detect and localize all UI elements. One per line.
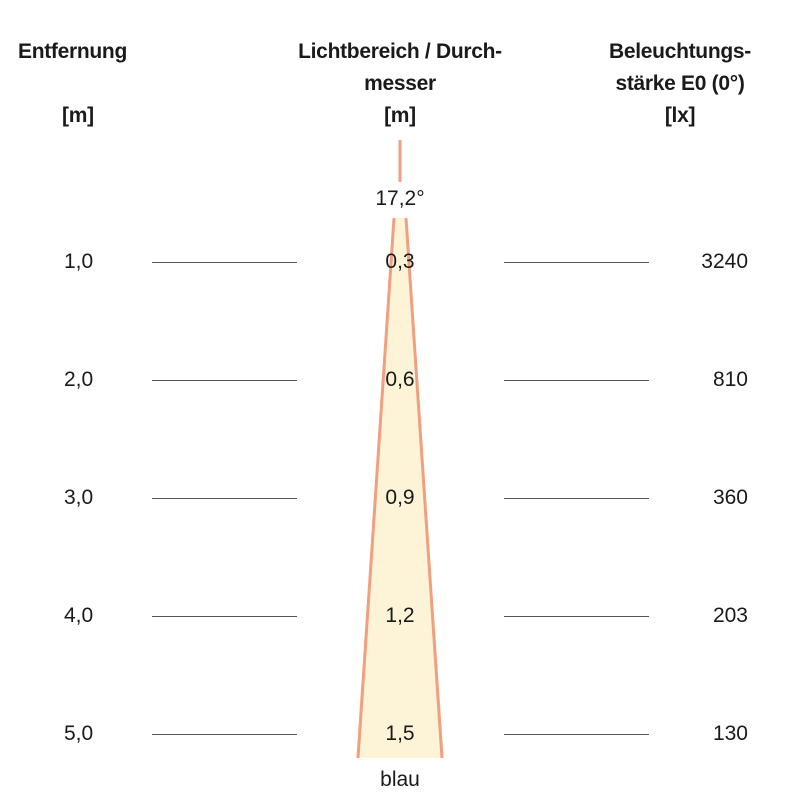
diameter-value: 0,6 [385, 368, 415, 391]
distance-value: 2,0 [64, 368, 94, 391]
distance-header-unit: [m] [62, 104, 94, 127]
distance-value: 4,0 [64, 604, 94, 627]
distance-value: 1,0 [64, 250, 94, 273]
diameter-value: 0,3 [385, 250, 415, 273]
illuminance-header: Beleuchtungs- stärke E0 (0°) [lx] [570, 36, 790, 132]
illuminance-header-line1: Beleuchtungs- [609, 40, 751, 63]
right-leader-line [504, 734, 649, 735]
illuminance-value: 203 [712, 604, 748, 627]
light-cone-right-edge [404, 217, 444, 759]
left-leader-line [152, 734, 297, 735]
diameter-value: 1,2 [385, 604, 415, 627]
diameter-value: 0,9 [385, 486, 415, 509]
beam-header-line2: messer [364, 72, 436, 95]
right-leader-line [504, 616, 649, 617]
right-leader-line [504, 380, 649, 381]
left-leader-line [152, 498, 297, 499]
illuminance-value: 3240 [701, 250, 748, 273]
illuminance-value: 360 [712, 486, 748, 509]
right-leader-line [504, 262, 649, 263]
beam-diameter-header: Lichtbereich / Durch- messer [m] [260, 36, 540, 132]
color-variant-label: blau [380, 768, 420, 791]
distance-value: 5,0 [64, 722, 94, 745]
distance-header-title: Entfernung [18, 40, 127, 63]
beam-angle-label: 17,2° [375, 187, 425, 210]
distance-value: 3,0 [64, 486, 94, 509]
illuminance-header-unit: [lx] [664, 104, 696, 127]
left-leader-line [152, 616, 297, 617]
light-cone-left-edge [356, 217, 396, 759]
beam-header-line1: Lichtbereich / Durch- [298, 40, 502, 63]
right-leader-line [504, 498, 649, 499]
illuminance-header-line2: stärke E0 (0°) [615, 72, 745, 95]
left-leader-line [152, 262, 297, 263]
illuminance-value: 130 [712, 722, 748, 745]
distance-header: Entfernung [m] [18, 36, 138, 132]
left-leader-line [152, 380, 297, 381]
light-cone-fill [356, 218, 444, 758]
illuminance-value: 810 [712, 368, 748, 391]
diameter-value: 1,5 [385, 722, 415, 745]
beam-header-unit: [m] [384, 104, 416, 127]
